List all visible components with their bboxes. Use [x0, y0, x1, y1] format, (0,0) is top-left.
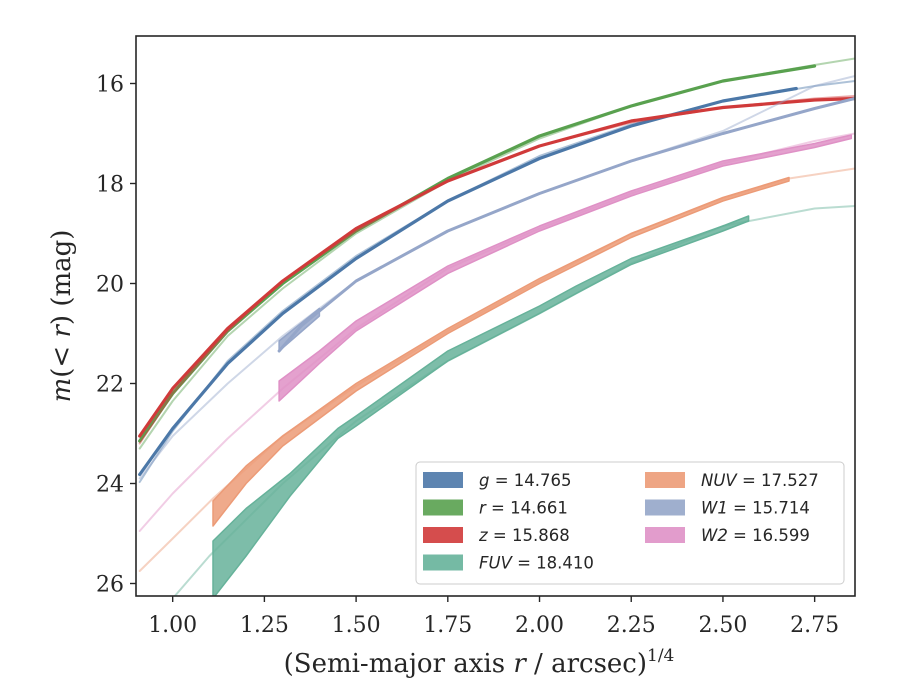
y-tick-label: 26 [96, 573, 124, 598]
x-tick-label: 1.00 [148, 613, 197, 638]
series-fuv-band [212, 215, 750, 596]
legend-label-r: r = 14.661 [479, 499, 568, 518]
y-axis-label-var: r [47, 324, 77, 338]
y-axis-label-pre: m [47, 378, 77, 403]
y-tick-label: 22 [96, 373, 124, 398]
legend-swatch-r [423, 499, 463, 516]
legend-swatch-nuv [645, 472, 685, 488]
x-tick-label: 2.00 [515, 613, 564, 638]
series-r-faint-line [138, 57, 855, 450]
y-tick-label: 24 [96, 473, 124, 498]
series-z-faint-line [138, 95, 855, 445]
x-tick-label: 1.50 [332, 613, 381, 638]
legend-swatch-w1 [645, 499, 685, 516]
y-axis-label-mid: (< [47, 338, 77, 378]
legend-swatch-fuv [423, 554, 463, 571]
x-tick-label: 1.75 [423, 613, 472, 638]
y-axis-label-post: ) (mag) [47, 230, 77, 326]
y-tick-label: 18 [96, 173, 124, 198]
y-tick-label: 20 [96, 273, 124, 298]
y-axis-ticks: 16 18 20 22 24 26 [96, 73, 136, 598]
x-axis-label-var: r [513, 649, 527, 679]
x-axis-label-exponent: 1/4 [647, 646, 674, 666]
x-tick-label: 2.75 [790, 613, 839, 638]
legend-swatch-g [423, 472, 463, 488]
legend-swatch-z [423, 527, 463, 543]
series-w2-band [278, 134, 853, 402]
x-axis-label-suffix: / arcsec) [526, 649, 647, 679]
x-tick-label: 2.50 [698, 613, 747, 638]
series-nuv-band [212, 176, 790, 527]
legend-label-nuv: NUV = 17.527 [701, 471, 819, 490]
plot-frame [135, 35, 856, 597]
legend-label-w2: W2 = 16.599 [701, 526, 810, 545]
y-tick-label: 16 [96, 73, 124, 98]
legend-label-g: g = 14.765 [479, 471, 572, 490]
x-tick-label: 1.25 [240, 613, 289, 638]
x-axis-ticks: 1.00 1.25 1.50 1.75 2.00 2.25 2.50 2.75 [148, 596, 839, 638]
series-g-line [138, 86, 798, 477]
x-axis-label-prefix: (Semi-major axis [284, 649, 514, 679]
series-z-line [138, 96, 855, 438]
x-tick-label: 2.25 [607, 613, 656, 638]
x-axis-label: (Semi-major axis r / arcsec)1/4 [284, 646, 675, 679]
legend-label-w1: W1 = 15.714 [701, 499, 810, 518]
y-axis-label: m(< r) (mag) [47, 230, 77, 403]
legend-swatch-w2 [645, 527, 685, 543]
legend: g = 14.765 r = 14.661 z = 15.868 FUV = 18.4… [415, 461, 845, 585]
legend-entries: g = 14.765 r = 14.661 z = 15.868 FUV = 18.4… [423, 471, 819, 573]
series-layer [138, 57, 855, 596]
legend-box [415, 461, 845, 585]
series-w1-faint-line [138, 75, 855, 480]
legend-label-z: z = 15.868 [478, 526, 570, 545]
series-w1-line [277, 97, 855, 353]
legend-label-fuv: FUV = 18.410 [479, 554, 594, 573]
